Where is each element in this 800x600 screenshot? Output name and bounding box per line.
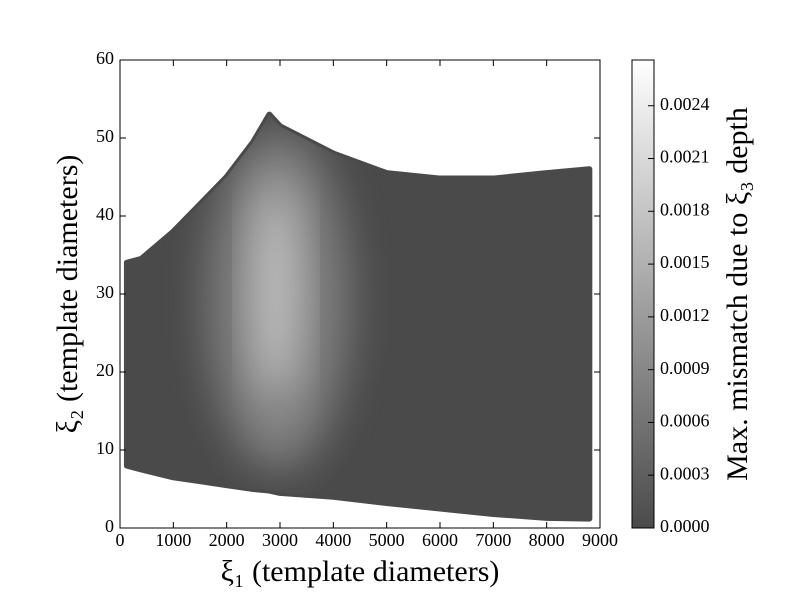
colorbar-tick-label: 0.0024 [660, 94, 710, 114]
y-tick-label: 60 [96, 48, 114, 68]
colorbar-tick-label: 0.0006 [660, 411, 710, 431]
colorbar-tick-label: 0.0012 [660, 305, 710, 325]
y-tick-label: 20 [96, 360, 114, 380]
x-tick-label: 2000 [209, 530, 245, 550]
colorbar-tick-label: 0.0003 [660, 463, 710, 483]
x-tick-label: 6000 [422, 530, 458, 550]
y-axis-label: ξ₂ (template diameters) [51, 155, 84, 434]
x-tick-label: 1000 [155, 530, 191, 550]
y-tick-label: 30 [96, 282, 114, 302]
x-tick-label: 9000 [582, 530, 618, 550]
colorbar-label: Max. mismatch due to ξ₃ depth [721, 107, 754, 481]
colorbar [631, 59, 655, 529]
y-tick-label: 0 [105, 516, 114, 536]
x-tick-label: 8000 [529, 530, 565, 550]
colorbar-tick-label: 0.0009 [660, 358, 710, 378]
mismatch-glow [208, 130, 348, 470]
glow-inner [254, 180, 298, 400]
x-tick-label: 3000 [262, 530, 298, 550]
colorbar-tick-label: 0.0000 [660, 516, 710, 536]
x-tick-label: 0 [116, 530, 125, 550]
x-tick-label: 4000 [315, 530, 351, 550]
colorbar-tick-label: 0.0021 [660, 147, 710, 167]
x-tick-label: 7000 [475, 530, 511, 550]
colorbar-tick-label: 0.0018 [660, 199, 710, 219]
colorbar-tick-label: 0.0015 [660, 252, 710, 272]
y-tick-label: 50 [96, 126, 114, 146]
scatter-region [123, 111, 593, 522]
y-tick-label: 10 [96, 438, 114, 458]
x-tick-label: 5000 [369, 530, 405, 550]
x-axis-label: ξ₁ (template diameters) [221, 555, 500, 588]
y-tick-label: 40 [96, 204, 114, 224]
